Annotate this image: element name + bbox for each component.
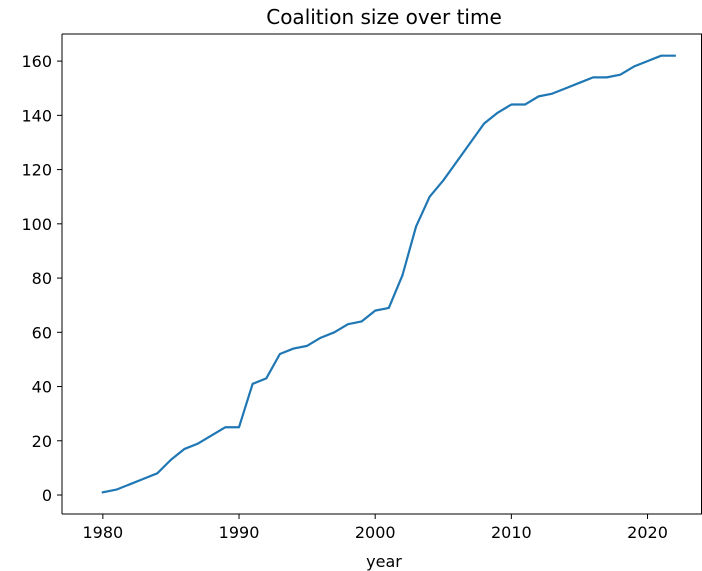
data-point xyxy=(483,122,485,124)
data-point xyxy=(470,141,472,143)
data-point xyxy=(143,478,145,480)
data-point xyxy=(551,93,553,95)
data-point xyxy=(592,76,594,78)
x-tick-label: 1980 xyxy=(82,523,123,542)
series-line xyxy=(101,54,676,494)
data-point xyxy=(197,442,199,444)
x-tick-label: 2000 xyxy=(355,523,396,542)
y-tick-label: 140 xyxy=(21,106,52,125)
data-point xyxy=(374,310,376,312)
data-point xyxy=(347,323,349,325)
data-point xyxy=(497,112,499,114)
data-point xyxy=(265,377,267,379)
x-axis-label: year xyxy=(366,552,402,571)
data-point xyxy=(333,331,335,333)
data-point xyxy=(524,104,526,106)
data-point xyxy=(238,426,240,428)
data-point xyxy=(647,60,649,62)
y-tick-label: 80 xyxy=(32,269,52,288)
y-tick-label: 160 xyxy=(21,52,52,71)
y-tick-label: 100 xyxy=(21,215,52,234)
data-point xyxy=(401,274,403,276)
data-point xyxy=(115,489,117,491)
data-point xyxy=(156,472,158,474)
data-point xyxy=(429,196,431,198)
plot-area: 1980 1990 2000 2010 2020 0 20 40 60 80 100 120 140 16… xyxy=(21,33,702,542)
data-point xyxy=(129,483,131,485)
data-point xyxy=(619,74,621,76)
data-point xyxy=(606,76,608,78)
data-point xyxy=(565,87,567,89)
y-tick-label: 0 xyxy=(42,486,52,505)
x-tick-label: 2020 xyxy=(627,523,668,542)
y-tick-label: 20 xyxy=(32,432,52,451)
data-point xyxy=(279,353,281,355)
data-point xyxy=(102,491,104,493)
data-point xyxy=(633,66,635,68)
data-point xyxy=(252,383,254,385)
data-point xyxy=(578,82,580,84)
data-point xyxy=(510,104,512,106)
data-point xyxy=(184,448,186,450)
data-point xyxy=(660,55,662,57)
data-point xyxy=(388,307,390,309)
y-tick-label: 120 xyxy=(21,161,52,180)
data-point xyxy=(415,226,417,228)
data-point xyxy=(361,320,363,322)
data-point xyxy=(456,160,458,162)
data-point xyxy=(211,434,213,436)
y-tick-label: 40 xyxy=(32,378,52,397)
data-point xyxy=(674,55,676,57)
chart-title: Coalition size over time xyxy=(266,5,502,29)
data-point xyxy=(224,426,226,428)
data-point xyxy=(320,337,322,339)
x-tick-label: 1990 xyxy=(219,523,260,542)
x-tick-label: 2010 xyxy=(491,523,532,542)
y-tick-label: 60 xyxy=(32,323,52,342)
data-point xyxy=(538,95,540,97)
data-point xyxy=(170,459,172,461)
data-point xyxy=(442,179,444,181)
data-point xyxy=(306,345,308,347)
data-point xyxy=(292,348,294,350)
